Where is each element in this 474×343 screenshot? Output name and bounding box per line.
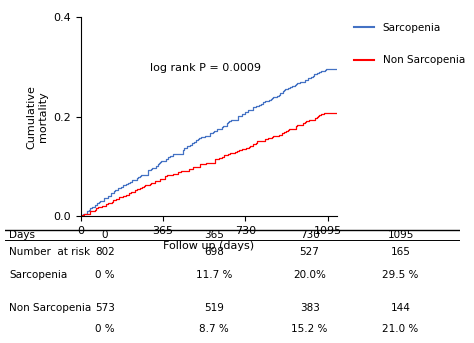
Text: Non Sarcopenia: Non Sarcopenia: [9, 303, 91, 313]
Text: 29.5 %: 29.5 %: [383, 270, 419, 280]
Text: 730: 730: [300, 230, 319, 240]
Text: 20.0%: 20.0%: [293, 270, 326, 280]
Line: Non Sarcopenia: Non Sarcopenia: [81, 113, 337, 216]
Sarcopenia: [323, 67, 328, 71]
Non Sarcopenia: [254, 141, 260, 145]
Non Sarcopenia: [287, 127, 292, 131]
Text: 527: 527: [300, 247, 319, 257]
Sarcopenia: [207, 132, 213, 136]
Text: Sarcopenia: Sarcopenia: [9, 270, 67, 280]
Y-axis label: Cumulative
mortality: Cumulative mortality: [26, 85, 47, 149]
Non Sarcopenia: [255, 140, 260, 144]
Non Sarcopenia: [78, 214, 83, 218]
Non Sarcopenia: [139, 185, 145, 189]
Sarcopenia: [78, 214, 83, 218]
Text: 519: 519: [204, 303, 224, 313]
Sarcopenia: [301, 78, 307, 82]
Text: 698: 698: [204, 247, 224, 257]
Text: 0 %: 0 %: [95, 270, 115, 280]
Text: 11.7 %: 11.7 %: [196, 270, 232, 280]
Text: 8.7 %: 8.7 %: [199, 324, 229, 334]
Sarcopenia: [184, 144, 190, 148]
X-axis label: Follow up (days): Follow up (days): [163, 241, 254, 251]
Non Sarcopenia: [191, 165, 197, 169]
Legend: Sarcopenia, Non Sarcopenia: Sarcopenia, Non Sarcopenia: [349, 19, 469, 70]
Sarcopenia: [255, 104, 261, 108]
Text: 365: 365: [204, 230, 224, 240]
Text: 144: 144: [391, 303, 410, 313]
Sarcopenia: [202, 134, 208, 138]
Text: 383: 383: [300, 303, 319, 313]
Text: 165: 165: [391, 247, 410, 257]
Text: 15.2 %: 15.2 %: [292, 324, 328, 334]
Non Sarcopenia: [250, 143, 255, 147]
Text: 0: 0: [101, 230, 108, 240]
Sarcopenia: [334, 67, 339, 71]
Text: 802: 802: [95, 247, 115, 257]
Text: log rank P = 0.0009: log rank P = 0.0009: [150, 63, 261, 73]
Text: 1095: 1095: [387, 230, 414, 240]
Text: Days: Days: [9, 230, 35, 240]
Non Sarcopenia: [323, 110, 329, 115]
Text: 0 %: 0 %: [95, 324, 115, 334]
Line: Sarcopenia: Sarcopenia: [81, 69, 337, 216]
Sarcopenia: [196, 136, 202, 140]
Text: 21.0 %: 21.0 %: [383, 324, 419, 334]
Text: Number  at risk: Number at risk: [9, 247, 91, 257]
Non Sarcopenia: [334, 110, 339, 115]
Text: 573: 573: [95, 303, 115, 313]
